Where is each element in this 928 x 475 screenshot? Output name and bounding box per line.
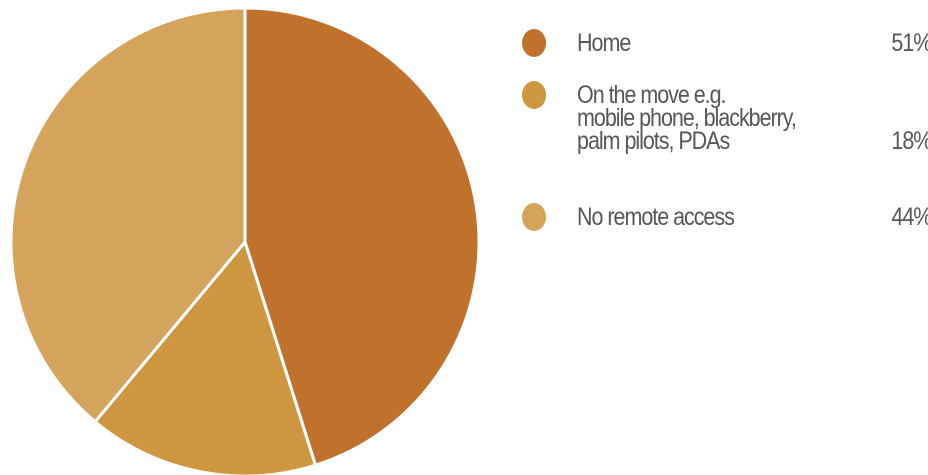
legend-label-on-the-move: On the move e.g. mobile phone, blackberr… [577, 81, 797, 155]
pie-slice-on-the-move [93, 240, 317, 475]
legend-label-home: Home [577, 29, 631, 57]
pie-chart [9, 6, 481, 475]
legend-swatch-no-remote-access [522, 203, 547, 231]
legend-value-on-the-move: 18% [891, 127, 928, 155]
legend-value-no-remote-access: 44% [891, 203, 928, 231]
pie-slice-no-remote-access [9, 6, 247, 424]
legend-value-home: 51% [891, 29, 928, 57]
pie-slice-home [243, 6, 481, 467]
legend-label-no-remote-access: No remote access [577, 203, 735, 231]
legend-swatch-home [522, 29, 547, 57]
legend-swatch-on-the-move [522, 81, 547, 109]
